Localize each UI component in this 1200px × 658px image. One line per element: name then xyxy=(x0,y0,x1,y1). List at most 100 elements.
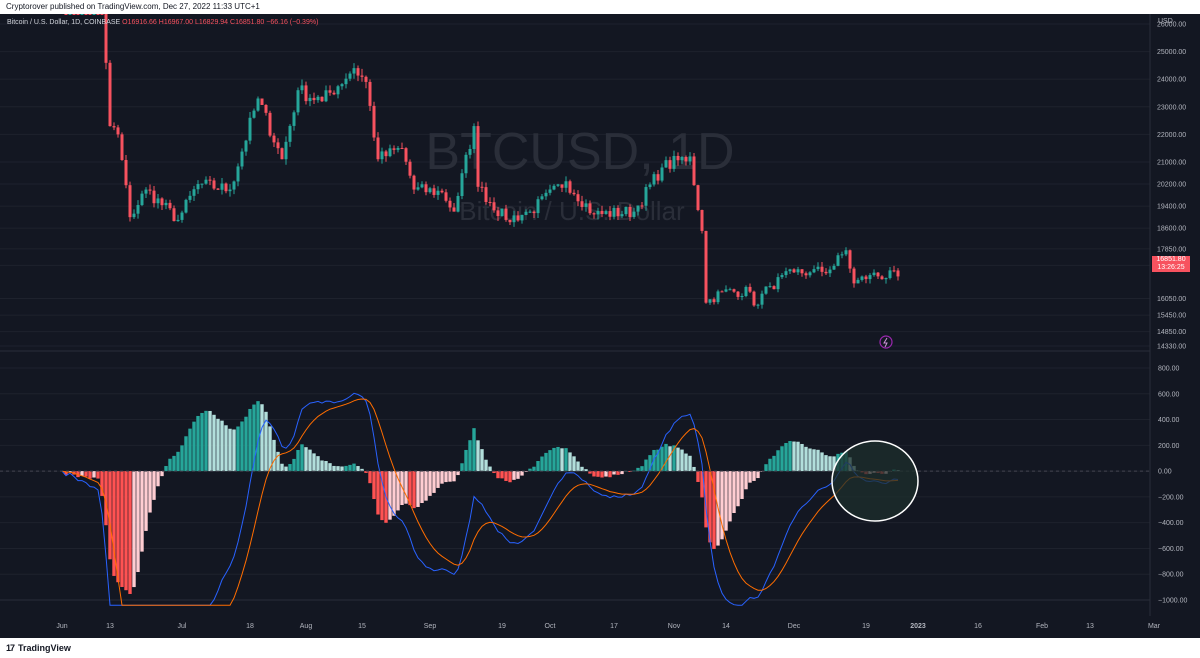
histogram-bar xyxy=(80,471,84,476)
price-and-macd-chart[interactable]: BTCUSD, 1D Bitcoin / U.S. Dollar 26000.0… xyxy=(0,14,1200,634)
brand-name: TradingView xyxy=(18,643,71,653)
candle-body xyxy=(136,205,140,214)
candle-body xyxy=(620,214,624,217)
candle-body xyxy=(384,151,388,157)
histogram-bar xyxy=(552,447,556,472)
histogram-bar xyxy=(744,471,748,490)
histogram-bar xyxy=(720,471,724,540)
highlight-circle xyxy=(831,440,919,522)
histogram-bar xyxy=(252,404,256,472)
candle-body xyxy=(772,286,776,290)
candle-body xyxy=(240,151,244,167)
candle-body xyxy=(516,215,520,221)
histogram-bar xyxy=(684,453,688,472)
histogram-bar xyxy=(740,471,744,499)
price-axis[interactable]: 26000.00 25000.00 24000.00 23000.00 22000.00… xyxy=(1157,22,1186,351)
histogram-bar xyxy=(240,421,244,472)
histogram-bar xyxy=(352,463,356,472)
time-axis[interactable]: Jun 13 Jul 18 Aug 15 Sep 19 Oct 17 Nov 14 Dec 19 2023 1… xyxy=(56,623,1160,630)
histogram-bar xyxy=(260,404,264,472)
histogram-bar xyxy=(696,471,700,482)
histogram-bar xyxy=(356,466,360,472)
histogram-bar xyxy=(116,471,120,583)
histogram-bar xyxy=(732,471,736,514)
histogram-bar xyxy=(468,440,472,472)
candle-body xyxy=(868,275,872,280)
candle-body xyxy=(332,92,336,95)
time-tick-label: Oct xyxy=(545,623,556,630)
price-tick-label: 17850.00 xyxy=(1157,246,1186,253)
candle-body xyxy=(892,270,896,272)
histogram-bar xyxy=(620,471,624,475)
time-tick-label: 17 xyxy=(610,623,618,630)
legend-change: −66.16 (−0.39%) xyxy=(266,19,319,26)
candle-body xyxy=(184,199,188,213)
histogram-bar xyxy=(436,471,440,488)
candle-body xyxy=(660,167,664,181)
candle-body xyxy=(196,184,200,190)
candle-body xyxy=(300,85,304,91)
histogram-bar xyxy=(224,425,228,472)
histogram-bar xyxy=(280,463,284,472)
histogram-bar xyxy=(600,471,604,478)
candle-body xyxy=(424,184,428,193)
tradingview-logo-icon: 17 xyxy=(6,643,15,653)
symbol-legend: Bitcoin / U.S. Dollar, 1D, COINBASE O169… xyxy=(7,19,318,26)
histogram-bar xyxy=(804,446,808,472)
candle-body xyxy=(276,142,280,149)
histogram-bar xyxy=(536,460,540,472)
histogram-bar xyxy=(340,466,344,472)
publish-info: Cryptorover published on TradingView.com… xyxy=(6,2,260,11)
price-tick-label: 24000.00 xyxy=(1157,77,1186,84)
candle-body xyxy=(232,181,236,190)
histogram-bar xyxy=(208,410,212,472)
candle-body xyxy=(576,194,580,202)
histogram-bar xyxy=(700,471,704,498)
histogram-bar xyxy=(104,471,108,526)
histogram-bar xyxy=(796,441,800,472)
candle-body xyxy=(776,277,780,290)
candle-body xyxy=(580,201,584,207)
histogram-bar xyxy=(120,471,124,588)
histogram-bar xyxy=(320,460,324,472)
candle-body xyxy=(248,117,252,141)
histogram-bar xyxy=(668,446,672,472)
tradingview-logo[interactable]: 17 TradingView xyxy=(6,638,71,658)
lightning-icon[interactable] xyxy=(879,335,893,349)
candle-body xyxy=(356,68,360,76)
grid xyxy=(0,23,1150,601)
time-tick-label: Feb xyxy=(1036,623,1048,630)
candle-body xyxy=(644,187,648,206)
candle-body xyxy=(316,96,320,101)
candle-body xyxy=(728,289,732,291)
candles xyxy=(64,14,900,309)
time-tick-label: 19 xyxy=(498,623,506,630)
candle-body xyxy=(840,254,844,256)
candle-body xyxy=(336,86,340,95)
candle-body xyxy=(508,219,512,223)
candle-body xyxy=(280,148,284,160)
candle-body xyxy=(560,184,564,188)
candle-body xyxy=(864,276,868,280)
candle-body xyxy=(556,184,560,186)
histogram-bar xyxy=(660,446,664,472)
histogram-bar xyxy=(812,449,816,472)
histogram-bar xyxy=(432,471,436,493)
histogram-bar xyxy=(576,461,580,472)
time-tick-label: 2023 xyxy=(910,623,926,630)
histogram-bar xyxy=(264,411,268,472)
histogram-bar xyxy=(372,471,376,500)
histogram-bar xyxy=(424,471,428,501)
candle-body xyxy=(824,271,828,274)
candle-body xyxy=(388,148,392,157)
macd-axis[interactable]: 800.00 600.00 400.00 200.00 0.00 −200.00 −400.… xyxy=(1158,366,1187,605)
candle-body xyxy=(888,270,892,279)
candle-body xyxy=(600,210,604,214)
candle-body xyxy=(148,189,152,191)
candle-body xyxy=(324,90,328,102)
publish-bar: Cryptorover published on TradingView.com… xyxy=(0,0,1200,14)
candle-body xyxy=(612,207,616,217)
candle-body xyxy=(156,198,160,204)
histogram-bar xyxy=(452,471,456,482)
candle-body xyxy=(212,180,216,189)
